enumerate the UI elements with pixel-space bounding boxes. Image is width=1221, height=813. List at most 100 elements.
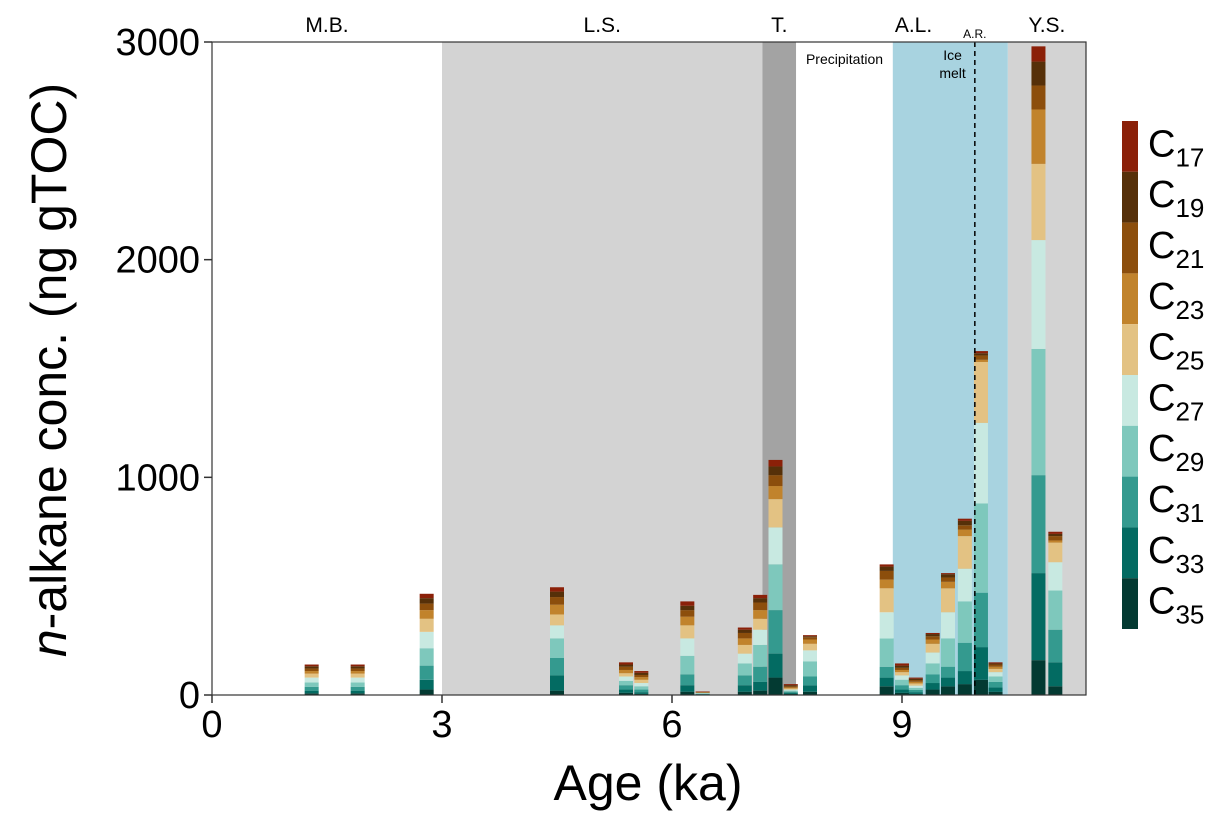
bar-segment-0-C21	[304, 668, 319, 672]
bar-segment-8-C25	[737, 644, 752, 654]
legend-label-27: C27	[1148, 377, 1204, 426]
period-labels: M.B. L.S. T. A.L. Y.S. Precipitation Ice melt A.…	[305, 14, 1065, 81]
ice-melt-label-line1: Ice	[943, 47, 962, 63]
bar-segment-17-C35	[941, 686, 955, 695]
bar-segment-18-C25	[957, 536, 972, 569]
legend-label-35: C35	[1148, 581, 1204, 630]
bar-segment-20-C27	[988, 672, 1003, 677]
bar-segment-17-C33	[941, 677, 955, 687]
bar-segment-21-C33	[1031, 573, 1046, 661]
legend-label-33: C33	[1148, 530, 1204, 579]
legend-label-19: C19	[1148, 174, 1204, 223]
period-band-4	[1007, 42, 1086, 695]
bar-segment-4-C35	[619, 692, 633, 695]
bar-segment-18-C17	[957, 518, 972, 521]
bar-segment-6-C27	[680, 638, 695, 656]
bar-segment-11-C27	[783, 689, 798, 691]
bar-segment-6-C25	[680, 625, 695, 639]
bar-segment-3-C23	[550, 604, 564, 615]
bar-segment-13-C21	[879, 570, 894, 580]
bar-segment-13-C27	[879, 612, 894, 639]
bar-segment-0-C33	[304, 690, 319, 694]
bar-segment-13-C19	[879, 566, 894, 571]
bar-segment-6-C35	[680, 691, 695, 695]
bar-segment-14-C27	[895, 675, 909, 680]
legend-swatch-21	[1122, 222, 1138, 274]
bar-segment-12-C31	[803, 676, 817, 686]
bar-segment-14-C33	[895, 689, 909, 693]
bar-segment-7-C33	[695, 694, 710, 695]
bar-segment-0-C19	[304, 666, 319, 669]
bar-segment-22-C19	[1048, 533, 1063, 537]
period-label-2: T.	[771, 14, 787, 37]
x-tick-label-2: 6	[661, 704, 682, 746]
period-label-1: L.S.	[584, 14, 621, 37]
bar-segment-13-C23	[879, 579, 894, 589]
bar-segment-1-C29	[350, 682, 365, 687]
bar-segment-16-C25	[925, 643, 940, 653]
bar-segment-8-C29	[737, 663, 752, 676]
bar-segment-22-C17	[1048, 531, 1063, 534]
bar-segment-16-C21	[925, 636, 940, 640]
precipitation-label: Precipitation	[806, 51, 883, 67]
bar-segment-16-C33	[925, 683, 940, 690]
bar-segment-12-C33	[803, 685, 817, 692]
bar-segment-10-C35	[768, 677, 783, 695]
legend-swatch-23	[1122, 273, 1138, 325]
bar-segment-2-C33	[419, 679, 434, 690]
bar-segment-21-C29	[1031, 348, 1046, 476]
ar-marker-label: A.R.	[963, 27, 986, 41]
bar-segment-5-C33	[634, 692, 649, 694]
bar-segment-6-C29	[680, 655, 695, 675]
legend-label-23: C23	[1148, 276, 1204, 325]
bar-segment-13-C17	[879, 564, 894, 567]
y-axis-title-main: -alkane conc. (ng gTOC)	[21, 83, 77, 630]
bar-segment-6-C17	[680, 601, 695, 606]
bar-segment-10-C17	[768, 459, 783, 467]
bar-segment-10-C25	[768, 499, 783, 528]
period-label-0: M.B.	[305, 14, 348, 37]
bar-segment-12-C25	[803, 643, 817, 651]
bar-segment-15-C33	[908, 692, 923, 694]
bar-segment-21-C35	[1031, 660, 1046, 695]
bar-segment-20-C19	[988, 663, 1003, 665]
bar-segment-22-C29	[1048, 590, 1063, 630]
bar-segment-0-C35	[304, 693, 319, 695]
bar-segment-0-C29	[304, 682, 319, 687]
legend-swatch-19	[1122, 171, 1138, 223]
bar-segment-13-C33	[879, 677, 894, 687]
legend-label-31: C31	[1148, 479, 1204, 528]
bar-series	[304, 46, 1063, 696]
bar-segment-11-C21	[783, 686, 798, 688]
bar-segment-15-C23	[908, 681, 923, 684]
bar-segment-21-C31	[1031, 475, 1046, 574]
bar-segment-9-C21	[753, 602, 768, 611]
bar-segment-0-C31	[304, 686, 319, 691]
bar-segment-19-C19	[973, 353, 988, 356]
bar-segment-13-C31	[879, 666, 894, 678]
legend-label-25: C25	[1148, 327, 1204, 376]
bar-segment-3-C27	[550, 625, 564, 639]
bar-segment-8-C35	[737, 691, 752, 695]
x-tick-label-0: 0	[201, 704, 222, 746]
bar-segment-14-C29	[895, 679, 909, 686]
bar-segment-1-C21	[350, 668, 365, 672]
bar-segment-20-C35	[988, 691, 1003, 695]
bar-segment-16-C17	[925, 632, 940, 635]
bar-segment-14-C35	[895, 692, 909, 695]
bar-segment-19-C27	[973, 422, 988, 504]
legend-swatch-31	[1122, 476, 1138, 528]
bar-segment-2-C35	[419, 689, 434, 695]
bar-segment-11-C33	[783, 692, 798, 694]
bar-segment-22-C33	[1048, 662, 1063, 687]
bar-segment-17-C27	[941, 612, 955, 639]
bar-segment-15-C31	[908, 689, 923, 693]
bar-segment-22-C35	[1048, 686, 1063, 695]
bar-segment-9-C17	[753, 594, 768, 599]
bar-segment-7-C27	[695, 692, 710, 694]
period-label-3: A.L.	[895, 14, 932, 37]
x-tick-label-3: 9	[891, 704, 912, 746]
bar-segment-1-C17	[350, 664, 365, 667]
bar-segment-19-C25	[973, 361, 988, 423]
